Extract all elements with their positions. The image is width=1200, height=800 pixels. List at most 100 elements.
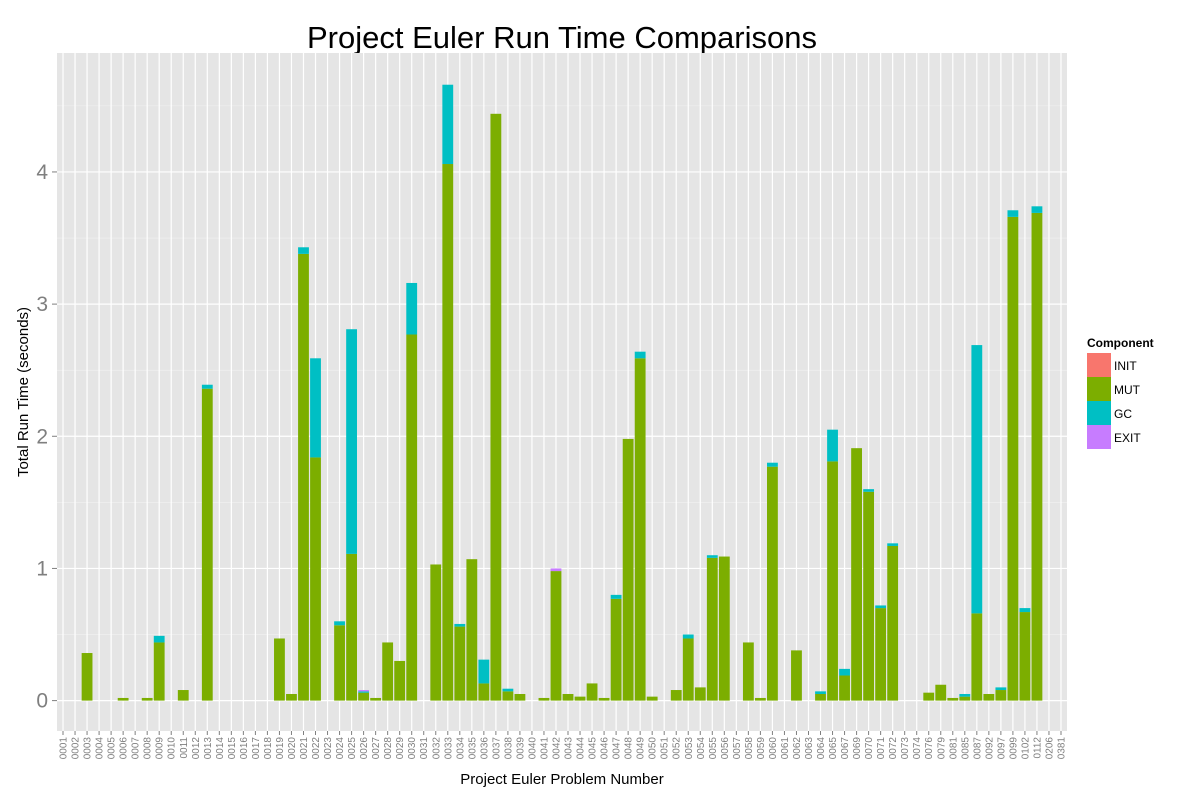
x-tick-label: 0058 xyxy=(744,737,755,760)
x-tick-label: 0014 xyxy=(215,737,226,760)
x-axis-ticks: 0001 0002 0003 0004 0005 0006 0007 0008 0009 0010… xyxy=(59,731,1067,760)
x-tick-label: 0034 xyxy=(455,737,466,760)
x-tick-label: 0002 xyxy=(71,737,82,760)
x-tick-label: 0044 xyxy=(576,737,587,760)
x-tick-label: 0063 xyxy=(804,737,815,760)
x-tick-label: 0028 xyxy=(383,737,394,760)
y-tick-label: 1 xyxy=(36,557,48,580)
bar-gc-0009 xyxy=(153,635,165,643)
bar-mut-0087 xyxy=(971,613,983,701)
bar-mut-0053 xyxy=(682,638,694,701)
bar-mut-0029 xyxy=(394,660,406,701)
x-tick-label: 0047 xyxy=(612,737,623,760)
bar-mut-0056 xyxy=(718,556,730,701)
y-tick-label: 3 xyxy=(36,293,48,316)
bar-mut-0067 xyxy=(839,675,850,701)
y-axis-title: Total Run Time (seconds) xyxy=(15,307,32,477)
legend-label-mut: MUT xyxy=(1114,383,1141,397)
x-tick-label: 0020 xyxy=(287,737,298,760)
y-axis-ticks: 0 1 2 3 4 xyxy=(36,161,57,713)
bar-mut-0027 xyxy=(370,697,382,701)
bar-mut-0112 xyxy=(1031,212,1043,701)
x-tick-label: 0041 xyxy=(539,737,550,760)
legend-swatch-init xyxy=(1087,353,1111,377)
bar-gc-0072 xyxy=(887,543,899,546)
bar-gc-0070 xyxy=(863,489,875,492)
bar-mut-0045 xyxy=(586,683,598,701)
legend-label-gc: GC xyxy=(1114,407,1132,421)
x-tick-label: 0206 xyxy=(1044,737,1055,760)
bar-gc-0099 xyxy=(1007,210,1019,217)
bar-mut-0009 xyxy=(153,642,165,701)
bar-gc-0024 xyxy=(334,621,345,626)
x-tick-label: 0019 xyxy=(275,737,286,760)
x-tick-label: 0018 xyxy=(263,737,274,760)
bar-mut-0081 xyxy=(947,697,959,701)
bar-mut-0059 xyxy=(754,697,766,701)
bar-gc-0013 xyxy=(201,384,213,389)
x-tick-label: 0024 xyxy=(335,737,346,760)
bar-mut-0030 xyxy=(406,334,418,701)
bar-mut-0003 xyxy=(81,653,93,701)
x-tick-label: 0008 xyxy=(143,737,154,760)
x-tick-label: 0045 xyxy=(588,737,599,760)
x-tick-label: 0030 xyxy=(407,737,418,760)
x-tick-label: 0022 xyxy=(311,737,322,760)
bar-mut-0026 xyxy=(358,692,370,701)
bar-gc-0071 xyxy=(875,605,887,609)
bar-gc-0049 xyxy=(634,351,646,359)
bar-mut-0037 xyxy=(490,113,502,701)
x-tick-label: 0023 xyxy=(323,737,334,760)
x-tick-label: 0016 xyxy=(239,737,250,760)
x-tick-label: 0017 xyxy=(251,737,262,760)
x-tick-label: 0025 xyxy=(347,737,358,760)
bar-mut-0019 xyxy=(274,638,285,701)
x-tick-label: 0021 xyxy=(299,737,310,760)
x-tick-label: 0036 xyxy=(479,737,490,760)
bar-mut-0047 xyxy=(610,598,622,701)
bar-mut-0092 xyxy=(983,693,995,701)
bar-mut-0085 xyxy=(959,696,971,701)
x-tick-label: 0049 xyxy=(636,737,647,760)
x-tick-label: 0015 xyxy=(227,737,238,760)
x-tick-label: 0010 xyxy=(167,737,178,760)
bar-mut-0034 xyxy=(454,626,466,701)
x-tick-label: 0061 xyxy=(780,737,791,760)
bar-mut-0035 xyxy=(466,559,478,701)
bar-mut-0024 xyxy=(334,625,345,701)
bar-exit-0042 xyxy=(550,568,562,572)
bar-gc-0038 xyxy=(502,688,514,692)
x-tick-label: 0055 xyxy=(708,737,719,760)
x-tick-label: 0381 xyxy=(1056,737,1067,760)
x-tick-label: 0031 xyxy=(419,737,430,760)
bar-mut-0058 xyxy=(742,642,754,701)
bar-mut-0052 xyxy=(670,690,682,701)
x-tick-label: 0004 xyxy=(95,737,106,760)
bar-gc-0053 xyxy=(682,634,694,639)
x-axis-title: Project Euler Problem Number xyxy=(460,771,663,788)
x-tick-label: 0032 xyxy=(431,737,442,760)
bar-mut-0028 xyxy=(382,642,394,701)
bar-mut-0021 xyxy=(298,253,309,701)
x-tick-label: 0065 xyxy=(828,737,839,760)
x-tick-label: 0006 xyxy=(119,737,130,760)
bar-mut-0099 xyxy=(1007,216,1019,701)
y-tick-label: 0 xyxy=(36,690,48,713)
bar-mut-0008 xyxy=(141,697,153,701)
legend-swatch-gc xyxy=(1087,401,1111,425)
plot-background xyxy=(57,53,1067,731)
bar-mut-0097 xyxy=(995,690,1007,701)
bar-mut-0033 xyxy=(442,164,454,701)
bar-mut-0041 xyxy=(538,697,550,701)
legend-label-exit: EXIT xyxy=(1114,431,1141,445)
bar-mut-0042 xyxy=(550,571,562,701)
x-tick-label: 0079 xyxy=(936,737,947,760)
x-tick-label: 0001 xyxy=(59,737,70,760)
bar-mut-0025 xyxy=(346,553,357,701)
x-tick-label: 0051 xyxy=(660,737,671,760)
x-tick-label: 0059 xyxy=(756,737,767,760)
bar-gc-0047 xyxy=(610,594,622,599)
bar-mut-0079 xyxy=(935,684,947,701)
bar-mut-0069 xyxy=(851,448,862,701)
bar-mut-0071 xyxy=(875,608,887,701)
